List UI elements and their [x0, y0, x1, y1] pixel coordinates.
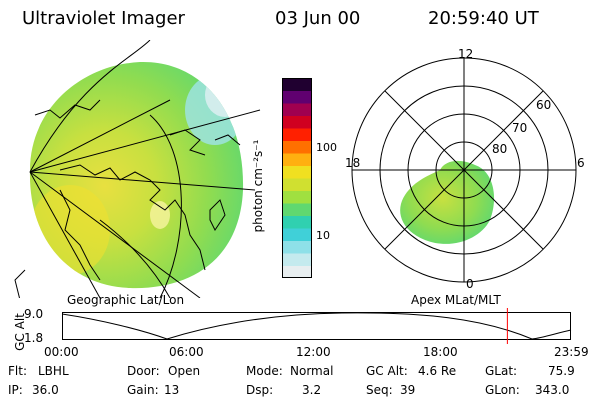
seq-label: Seq: [366, 383, 393, 397]
geographic-image-panel [14, 40, 261, 298]
ip-value: 36.0 [32, 383, 59, 397]
altitude-plot [62, 308, 572, 344]
mlat-label-80: 80 [492, 142, 508, 156]
geo-panel-label: Geographic Lat/Lon [67, 293, 185, 307]
ip-label: IP: [8, 383, 23, 397]
colorbar-swatch [282, 190, 312, 204]
colorbar-swatch [282, 203, 312, 216]
gcalt-label: GC Alt: [366, 364, 408, 378]
instrument-title: Ultraviolet Imager [22, 8, 185, 29]
door-value: Open [168, 364, 201, 378]
mode-value: Normal [290, 364, 334, 378]
colorbar-swatch [282, 103, 312, 116]
alt-y-tick-top: 9.0 [24, 307, 44, 321]
colorbar-swatch [282, 240, 312, 254]
polar-panel [351, 57, 577, 283]
colorbar-swatch [282, 215, 312, 229]
colorbar-swatch [282, 128, 312, 141]
alt-x-tick-2: 12:00 [296, 345, 331, 359]
polar-panel-label: Apex MLat/MLT [411, 293, 501, 307]
colorbar-swatch [282, 265, 312, 278]
alt-x-tick-3: 18:00 [423, 345, 458, 359]
gcalt-value: 4.6 Re [418, 364, 457, 378]
dsp-value: 3.2 [302, 383, 322, 397]
time-label: 20:59:40 UT [428, 8, 539, 29]
colorbar-swatch [282, 90, 312, 104]
mlt-label-18: 18 [345, 156, 361, 170]
dsp-label: Dsp: [246, 383, 274, 397]
door-label: Door: [127, 364, 160, 378]
filter-value: LBHL [38, 364, 69, 378]
mlat-label-70: 70 [512, 121, 528, 135]
colorbar-swatch [282, 115, 312, 129]
mode-label: Mode: [246, 364, 283, 378]
mlt-label-0: 0 [466, 277, 474, 291]
alt-y-tick-bottom: 1.8 [24, 331, 44, 345]
mlt-label-12: 12 [458, 47, 474, 61]
date-label: 03 Jun 00 [275, 8, 361, 29]
colorbar-swatch [282, 178, 312, 191]
seq-value: 39 [400, 383, 416, 397]
colorbar [282, 78, 312, 278]
glat-value: 75.9 [548, 364, 575, 378]
glon-value: 343.0 [535, 383, 570, 397]
colorbar-tick-10: 10 [316, 229, 330, 242]
alt-x-tick-1: 06:00 [169, 345, 204, 359]
colorbar-swatch [282, 140, 312, 154]
colorbar-border [282, 78, 312, 278]
lat-lon-grid [29, 40, 261, 298]
filter-label: Flt: [8, 364, 27, 378]
colorbar-unit-label: photon cm⁻²s⁻¹ [251, 139, 265, 233]
glon-label: GLon: [485, 383, 520, 397]
alt-x-tick-0: 00:00 [44, 345, 79, 359]
gain-value: 13 [164, 383, 180, 397]
polar-aurora-image [400, 160, 495, 244]
glat-label: GLat: [485, 364, 518, 378]
alt-x-tick-4: 23:59 [554, 345, 589, 359]
gain-label: Gain: [127, 383, 159, 397]
colorbar-swatch [282, 253, 312, 266]
colorbar-swatch [282, 228, 312, 241]
mlt-label-6: 6 [577, 156, 585, 170]
coastlines [14, 99, 241, 298]
colorbar-swatch [282, 78, 312, 91]
colorbar-swatch [282, 165, 312, 179]
colorbar-tick-100: 100 [316, 141, 337, 154]
mlat-label-60: 60 [536, 98, 552, 112]
altitude-curve [62, 312, 572, 340]
colorbar-swatch [282, 153, 312, 166]
